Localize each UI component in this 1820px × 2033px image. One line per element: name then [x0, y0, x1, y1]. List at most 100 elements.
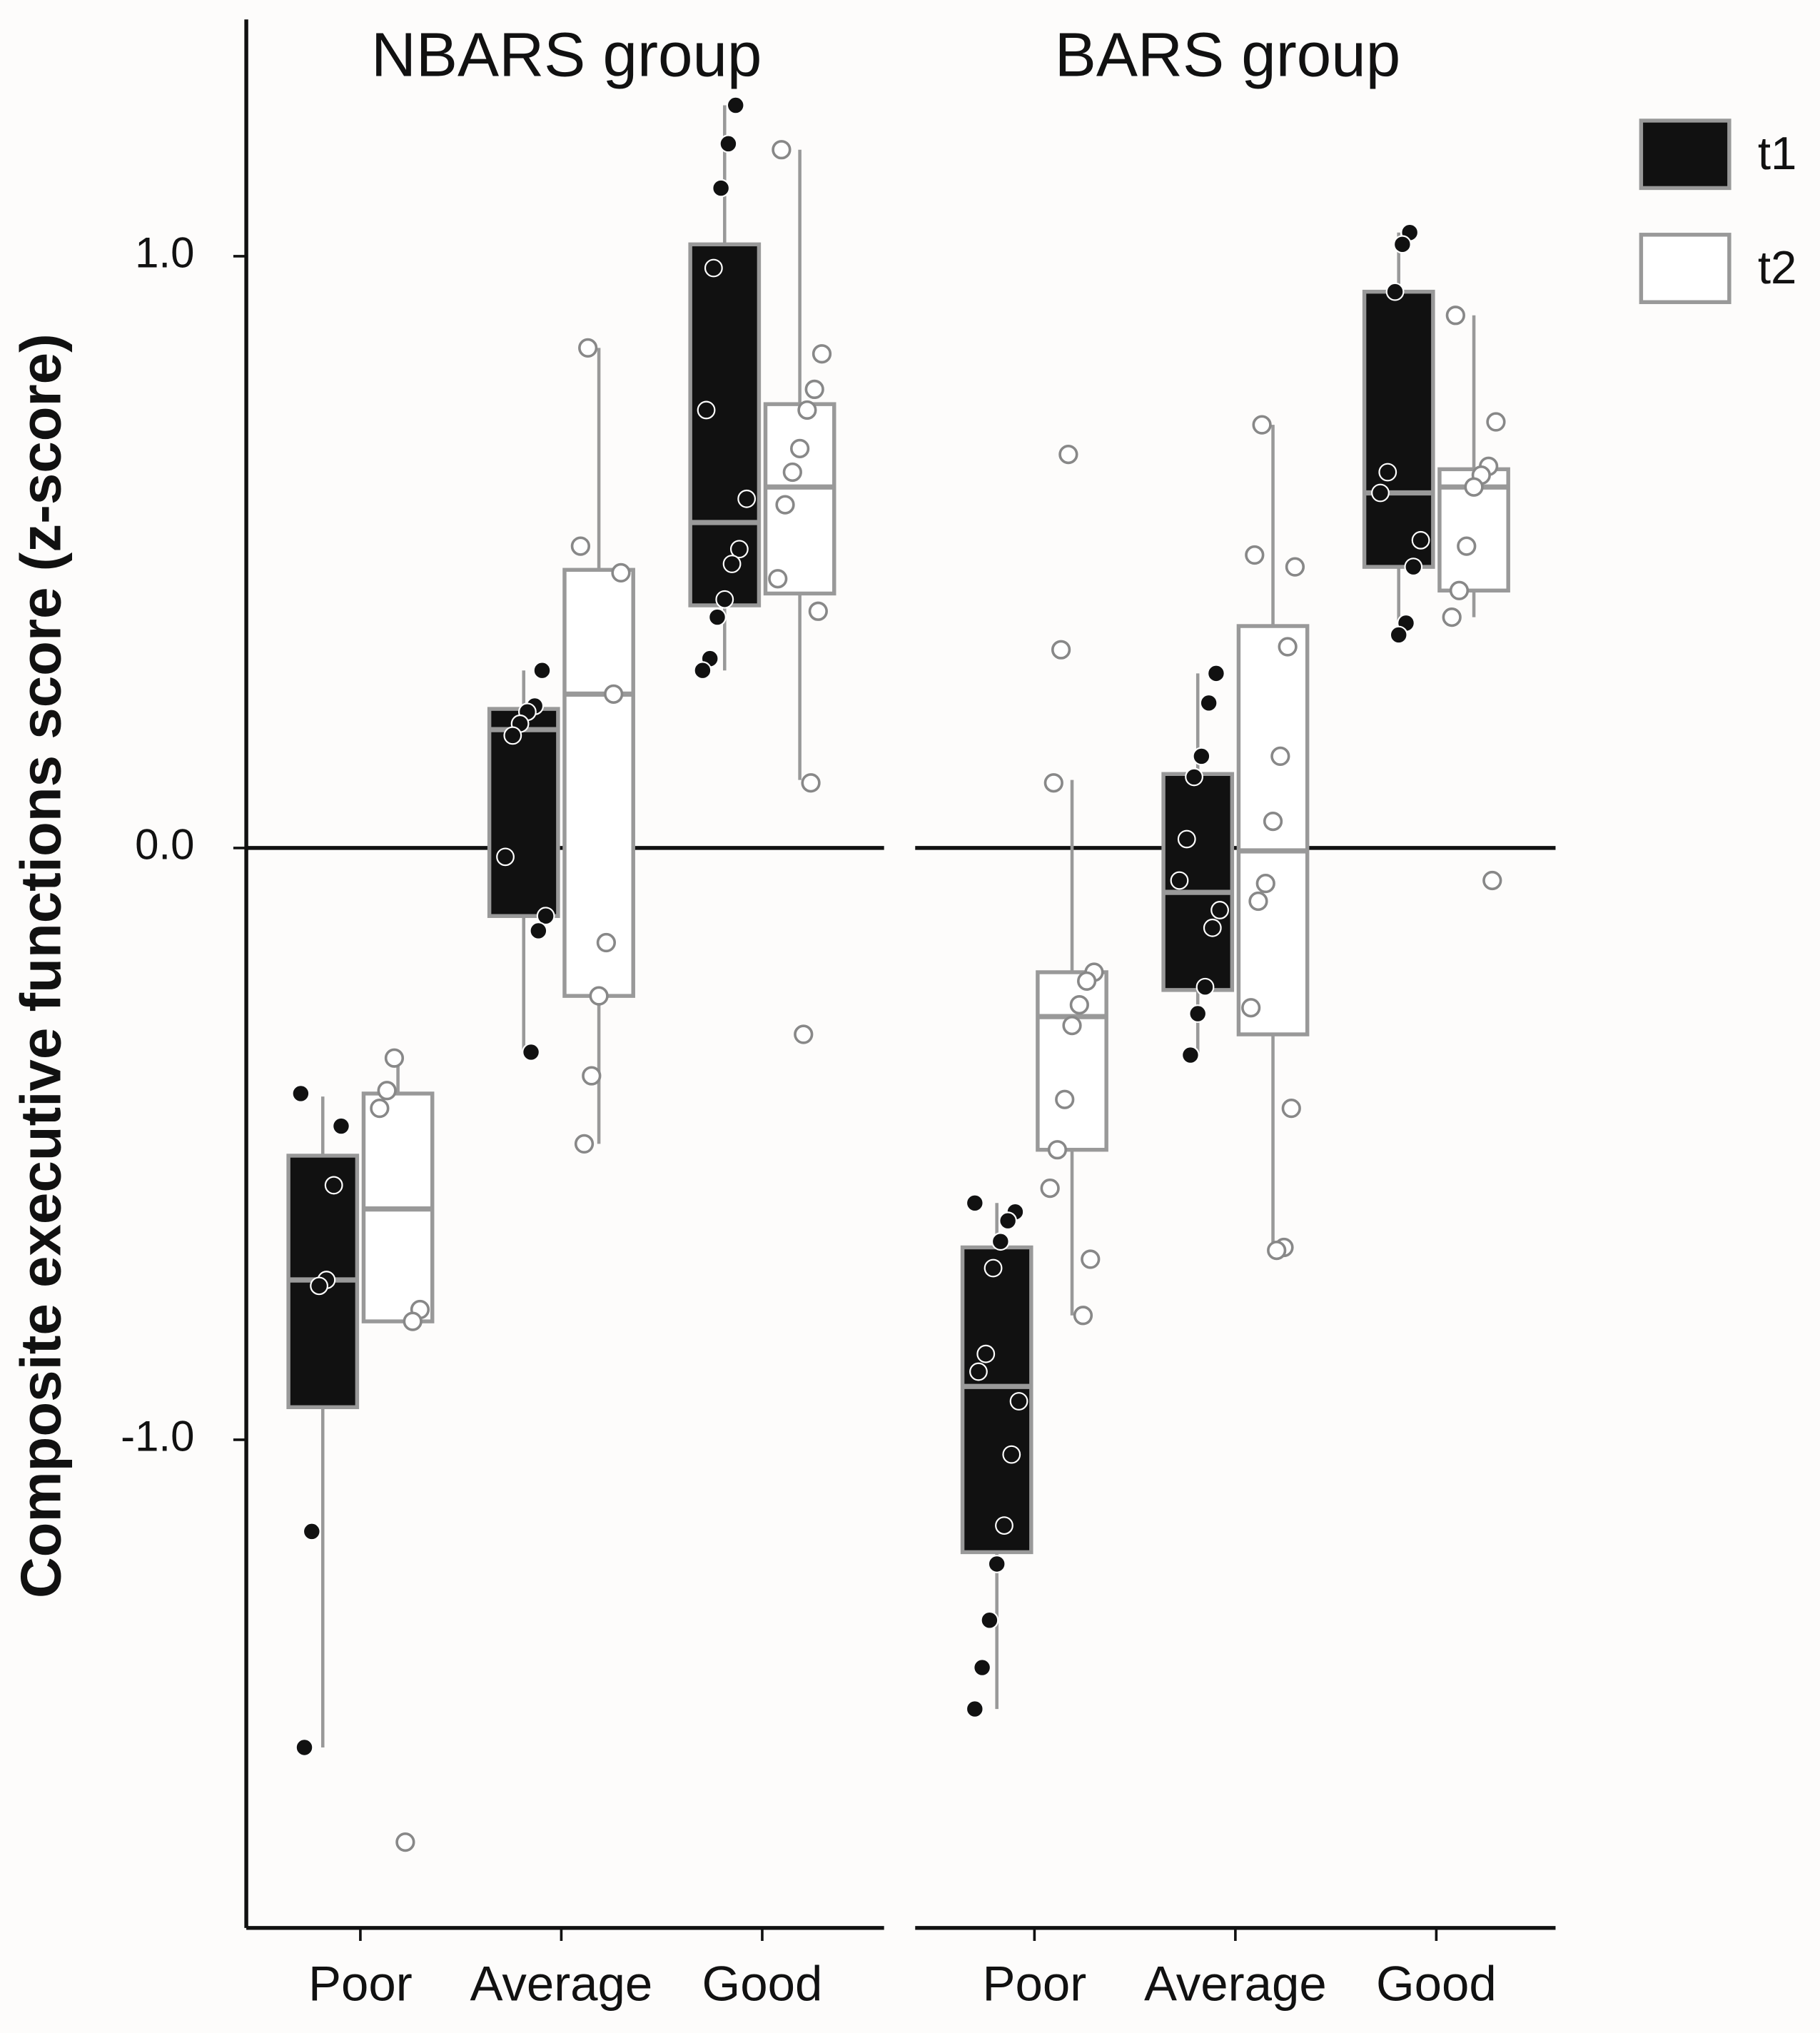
y-axis-label: Composite executive functions score (z-s…: [9, 333, 73, 1598]
data-point: [596, 932, 617, 953]
data-point: [1464, 477, 1484, 497]
box: [1362, 289, 1435, 569]
legend-swatch: [1639, 233, 1731, 304]
data-point: [324, 1176, 343, 1195]
data-point: [574, 1134, 595, 1154]
data-point: [1207, 664, 1225, 683]
data-point: [570, 536, 590, 556]
data-point: [503, 726, 522, 745]
data-point: [1281, 1099, 1301, 1119]
data-point: [984, 1258, 1003, 1278]
data-point: [712, 178, 731, 198]
box: [562, 567, 635, 998]
data-point: [1278, 637, 1298, 657]
data-point: [991, 1232, 1010, 1251]
x-tick-label: Poor: [308, 1957, 413, 2012]
legend-label: t1: [1758, 127, 1797, 179]
data-point: [1263, 811, 1283, 832]
data-point: [1199, 693, 1218, 712]
data-point: [1188, 1004, 1208, 1023]
data-point: [768, 569, 788, 589]
data-point: [1040, 1178, 1060, 1199]
data-point: [370, 1099, 390, 1119]
data-point: [1181, 1046, 1200, 1064]
data-point: [772, 140, 792, 160]
data-point: [1043, 773, 1063, 793]
data-point: [1210, 901, 1229, 919]
data-point: [1457, 536, 1477, 556]
box: [688, 242, 762, 607]
data-point: [377, 1081, 397, 1101]
data-point: [1069, 994, 1089, 1015]
data-point: [310, 1276, 328, 1296]
panel-title: BARS group: [1055, 21, 1400, 90]
data-point: [808, 601, 828, 621]
data-point: [1255, 874, 1275, 894]
data-point: [1047, 1140, 1068, 1160]
box: [487, 707, 560, 918]
data-point: [611, 563, 631, 583]
data-point: [1392, 235, 1412, 254]
data-point: [708, 607, 727, 627]
data-point: [332, 1116, 350, 1136]
data-point: [1385, 282, 1405, 301]
data-point: [1449, 580, 1470, 600]
data-point: [496, 847, 515, 867]
data-point: [1051, 640, 1071, 660]
data-point: [1445, 306, 1465, 326]
data-point: [801, 773, 821, 793]
data-point: [789, 438, 810, 458]
y-tick-label: 0.0: [135, 821, 194, 869]
data-point: [980, 1610, 999, 1630]
data-point: [1252, 415, 1272, 435]
data-point: [995, 1516, 1013, 1535]
data-point: [1411, 530, 1430, 550]
data-point: [1389, 625, 1408, 645]
y-tick-label: -1.0: [121, 1413, 194, 1461]
data-point: [1404, 558, 1423, 577]
data-point: [1285, 557, 1305, 577]
data-point: [973, 1658, 991, 1677]
data-point: [1378, 463, 1397, 482]
data-point: [1002, 1445, 1021, 1464]
data-point: [722, 555, 742, 573]
x-tick-label: Poor: [982, 1957, 1086, 2012]
data-point: [1371, 483, 1390, 503]
data-point: [1192, 747, 1211, 766]
data-point: [1241, 998, 1261, 1018]
data-point: [976, 1344, 996, 1363]
data-point: [1270, 746, 1290, 767]
data-point: [395, 1832, 415, 1852]
data-point: [987, 1555, 1006, 1573]
x-tick-label: Average: [470, 1957, 653, 2012]
data-point: [693, 661, 712, 680]
data-point: [1170, 871, 1189, 890]
data-point: [782, 462, 802, 483]
data-point: [1185, 767, 1203, 787]
data-point: [1081, 1249, 1101, 1269]
data-point: [1058, 445, 1078, 465]
data-point: [1073, 1306, 1093, 1326]
data-point: [532, 661, 552, 680]
data-point: [697, 400, 716, 420]
data-point: [604, 684, 624, 704]
data-point: [1203, 918, 1222, 937]
data-point: [719, 134, 738, 153]
data-point: [1195, 977, 1215, 997]
data-point: [729, 540, 749, 559]
data-point: [812, 344, 832, 364]
legend-label: t2: [1758, 241, 1797, 293]
data-point: [403, 1311, 423, 1331]
data-point: [794, 1024, 814, 1044]
data-point: [582, 1066, 602, 1086]
data-point: [384, 1048, 405, 1068]
data-point: [704, 258, 723, 278]
data-point: [291, 1084, 310, 1103]
data-point: [999, 1211, 1018, 1231]
data-point: [969, 1362, 988, 1381]
x-tick-label: Average: [1144, 1957, 1327, 2012]
data-point: [529, 922, 548, 940]
